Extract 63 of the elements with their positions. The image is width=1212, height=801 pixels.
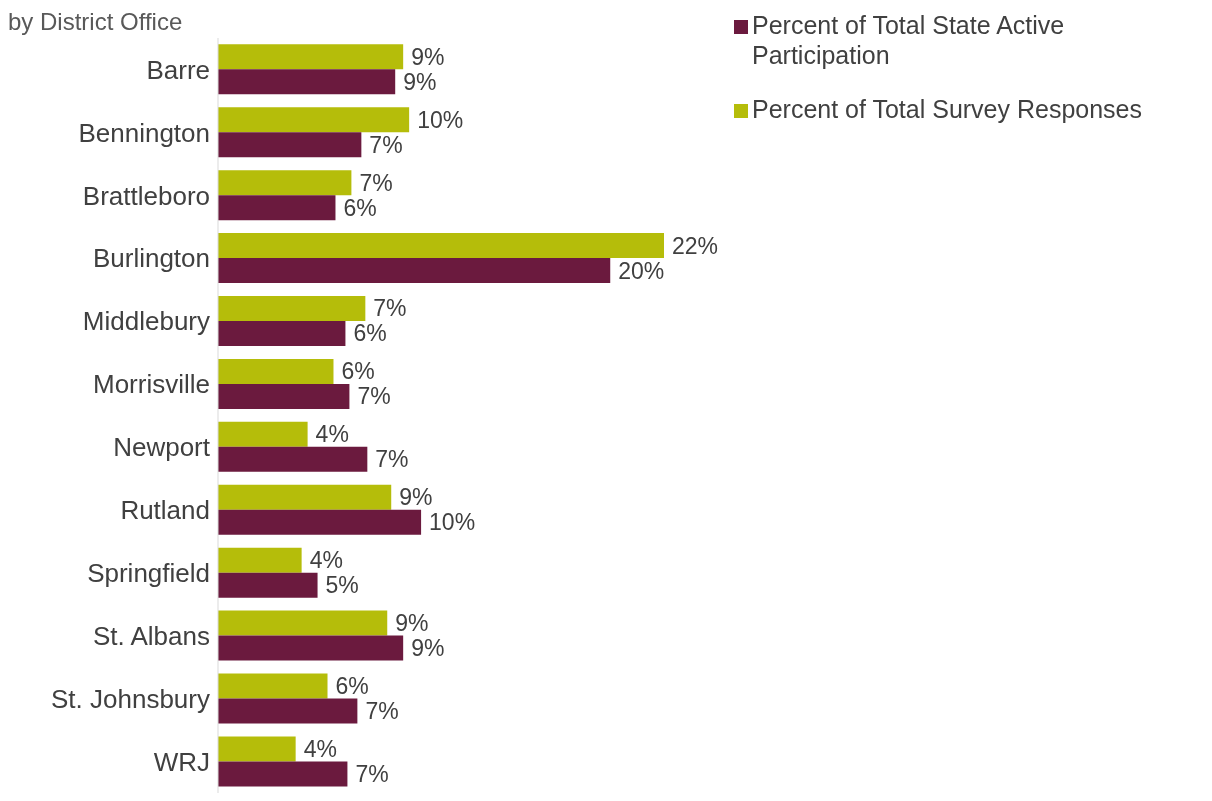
bar (218, 736, 296, 762)
bar (218, 195, 336, 221)
bar (218, 698, 358, 724)
bar (218, 572, 318, 598)
data-label: 7% (375, 446, 409, 473)
bar (218, 295, 366, 321)
bar (218, 421, 308, 447)
data-label: 10% (429, 509, 476, 536)
bar (218, 509, 422, 535)
data-label: 4% (309, 547, 343, 574)
bar (218, 320, 346, 346)
bar (218, 673, 328, 699)
bar (218, 44, 404, 70)
legend-label: Percent of Total Survey Responses (752, 94, 1144, 124)
bar (218, 233, 664, 259)
data-label: 9% (395, 610, 429, 637)
data-label: 10% (417, 106, 464, 133)
y-tick-label: Newport (113, 432, 211, 463)
bar (218, 547, 302, 573)
bar (218, 69, 396, 95)
data-label: 9% (403, 68, 437, 95)
data-label: 4% (315, 421, 349, 448)
data-label: 6% (343, 194, 377, 221)
data-label: 7% (359, 169, 393, 196)
bar (218, 484, 392, 510)
data-label: 6% (341, 358, 375, 385)
y-tick-label: WRJ (153, 746, 210, 777)
data-label: 7% (357, 383, 391, 410)
bar (218, 610, 388, 636)
y-tick-label: St. Johnsbury (51, 683, 210, 714)
bar (218, 132, 362, 158)
y-tick-label: Rutland (120, 495, 210, 526)
data-label: 22% (672, 232, 719, 259)
y-tick-label: Springfield (87, 558, 210, 589)
data-label: 9% (411, 43, 445, 70)
bar (218, 107, 410, 133)
data-label: 7% (365, 697, 399, 724)
data-label: 20% (618, 257, 665, 284)
bar (218, 761, 348, 787)
data-label: 9% (399, 484, 433, 511)
y-tick-label: Burlington (92, 243, 210, 274)
bar (218, 358, 334, 384)
data-label: 6% (335, 672, 369, 699)
legend-label: Percent of Total State Active Participation (752, 10, 1066, 70)
data-label: 7% (373, 295, 407, 322)
bar (218, 635, 404, 661)
data-label: 9% (411, 635, 445, 662)
y-tick-label: Morrisville (93, 369, 210, 400)
data-label: 7% (369, 131, 403, 158)
y-tick-label: St. Albans (92, 620, 210, 651)
data-label: 4% (303, 735, 337, 762)
data-label: 7% (355, 760, 389, 787)
y-tick-label: Middlebury (82, 306, 210, 337)
y-tick-label: Bennington (78, 117, 210, 148)
bar (218, 170, 352, 196)
bar (218, 383, 350, 409)
bar (218, 258, 611, 284)
data-label: 6% (353, 320, 387, 347)
bar (218, 446, 368, 472)
chart-title: by District Office (8, 8, 183, 36)
data-label: 5% (325, 572, 359, 599)
y-tick-label: Brattleboro (82, 180, 210, 211)
y-tick-label: Barre (146, 54, 210, 85)
